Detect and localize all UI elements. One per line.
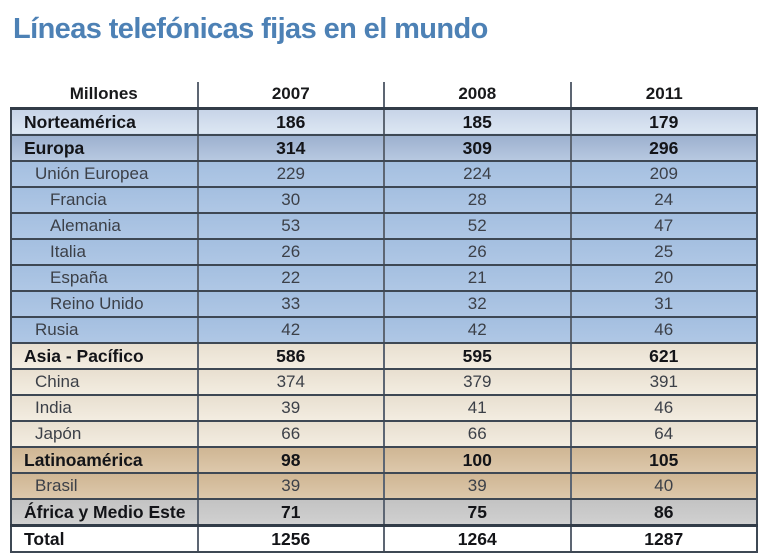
row-value: 185 [383,108,571,136]
row-value: 39 [196,394,384,422]
row-label: Alemania [10,212,198,240]
column-header-millones: Millones [11,82,198,110]
row-value: 26 [383,238,571,266]
row-label: Asia - Pacífico [10,342,198,370]
row-value: 209 [569,160,758,188]
table-row: Rusia 42 42 46 [10,316,758,344]
row-label: China [10,368,198,396]
row-value: 46 [569,394,758,422]
table-row: India 39 41 46 [10,394,758,422]
row-value: 39 [196,472,384,500]
row-value: 64 [569,420,758,448]
table-row: China 374 379 391 [10,368,758,396]
row-label: Total [10,523,198,553]
table-row: Europa 314 309 296 [10,134,758,162]
table-row: Japón 66 66 64 [10,420,758,448]
row-value: 379 [383,368,571,396]
row-value: 41 [383,394,571,422]
row-value: 71 [196,498,384,526]
table-row: Alemania 53 52 47 [10,212,758,240]
row-value: 86 [569,498,758,526]
table-row: Italia 26 26 25 [10,238,758,266]
row-label: Norteamérica [10,108,198,136]
row-value: 1264 [383,523,571,553]
row-value: 186 [196,108,384,136]
row-value: 229 [196,160,384,188]
row-value: 30 [196,186,384,214]
row-value: 621 [569,342,758,370]
row-label: Europa [10,134,198,162]
row-value: 224 [383,160,571,188]
row-value: 309 [383,134,571,162]
table-row: Norteamérica 186 185 179 [10,108,758,136]
column-header-2011: 2011 [569,82,757,110]
row-value: 22 [196,264,384,292]
row-label: África y Medio Este [10,498,198,526]
row-value: 595 [383,342,571,370]
table-body: Norteamérica 186 185 179 Europa 314 309 296 Unió… [10,108,758,553]
row-value: 28 [383,186,571,214]
row-label: Rusia [10,316,198,344]
row-label: Italia [10,238,198,266]
row-value: 586 [196,342,384,370]
header-row: Millones 2007 2008 2011 [11,82,757,110]
row-value: 46 [569,316,758,344]
row-value: 179 [569,108,758,136]
table-row: Brasil 39 39 40 [10,472,758,500]
row-value: 66 [383,420,571,448]
row-value: 24 [569,186,758,214]
row-value: 98 [196,446,384,474]
row-value: 42 [196,316,384,344]
phone-lines-table: Millones 2007 2008 2011 Norteamérica 186 1… [10,82,758,553]
row-value: 1287 [569,523,758,553]
row-value: 314 [196,134,384,162]
row-value: 32 [383,290,571,318]
page-title: Líneas telefónicas fijas en el mundo [13,13,488,45]
row-label: India [10,394,198,422]
row-value: 42 [383,316,571,344]
table-row: Unión Europea 229 224 209 [10,160,758,188]
column-header-2008: 2008 [383,82,571,110]
row-value: 66 [196,420,384,448]
row-label: Latinoamérica [10,446,198,474]
row-value: 75 [383,498,571,526]
row-value: 31 [569,290,758,318]
table-row: Total 1256 1264 1287 [10,523,758,553]
row-value: 105 [569,446,758,474]
row-value: 1256 [196,523,384,553]
table-row: Asia - Pacífico 586 595 621 [10,342,758,370]
table-row: Reino Unido 33 32 31 [10,290,758,318]
row-value: 40 [569,472,758,500]
row-value: 100 [383,446,571,474]
row-value: 26 [196,238,384,266]
row-value: 47 [569,212,758,240]
row-label: Unión Europea [10,160,198,188]
row-value: 33 [196,290,384,318]
table-row: España 22 21 20 [10,264,758,292]
row-label: Japón [10,420,198,448]
column-header-2007: 2007 [196,82,384,110]
row-label: España [10,264,198,292]
row-value: 25 [569,238,758,266]
row-value: 21 [383,264,571,292]
table-row: África y Medio Este 71 75 86 [10,498,758,526]
row-value: 39 [383,472,571,500]
row-value: 20 [569,264,758,292]
row-label: Francia [10,186,198,214]
table-row: Latinoamérica 98 100 105 [10,446,758,474]
row-value: 53 [196,212,384,240]
row-value: 374 [196,368,384,396]
row-value: 296 [569,134,758,162]
row-value: 52 [383,212,571,240]
table-row: Francia 30 28 24 [10,186,758,214]
row-label: Brasil [10,472,198,500]
row-label: Reino Unido [10,290,198,318]
row-value: 391 [569,368,758,396]
